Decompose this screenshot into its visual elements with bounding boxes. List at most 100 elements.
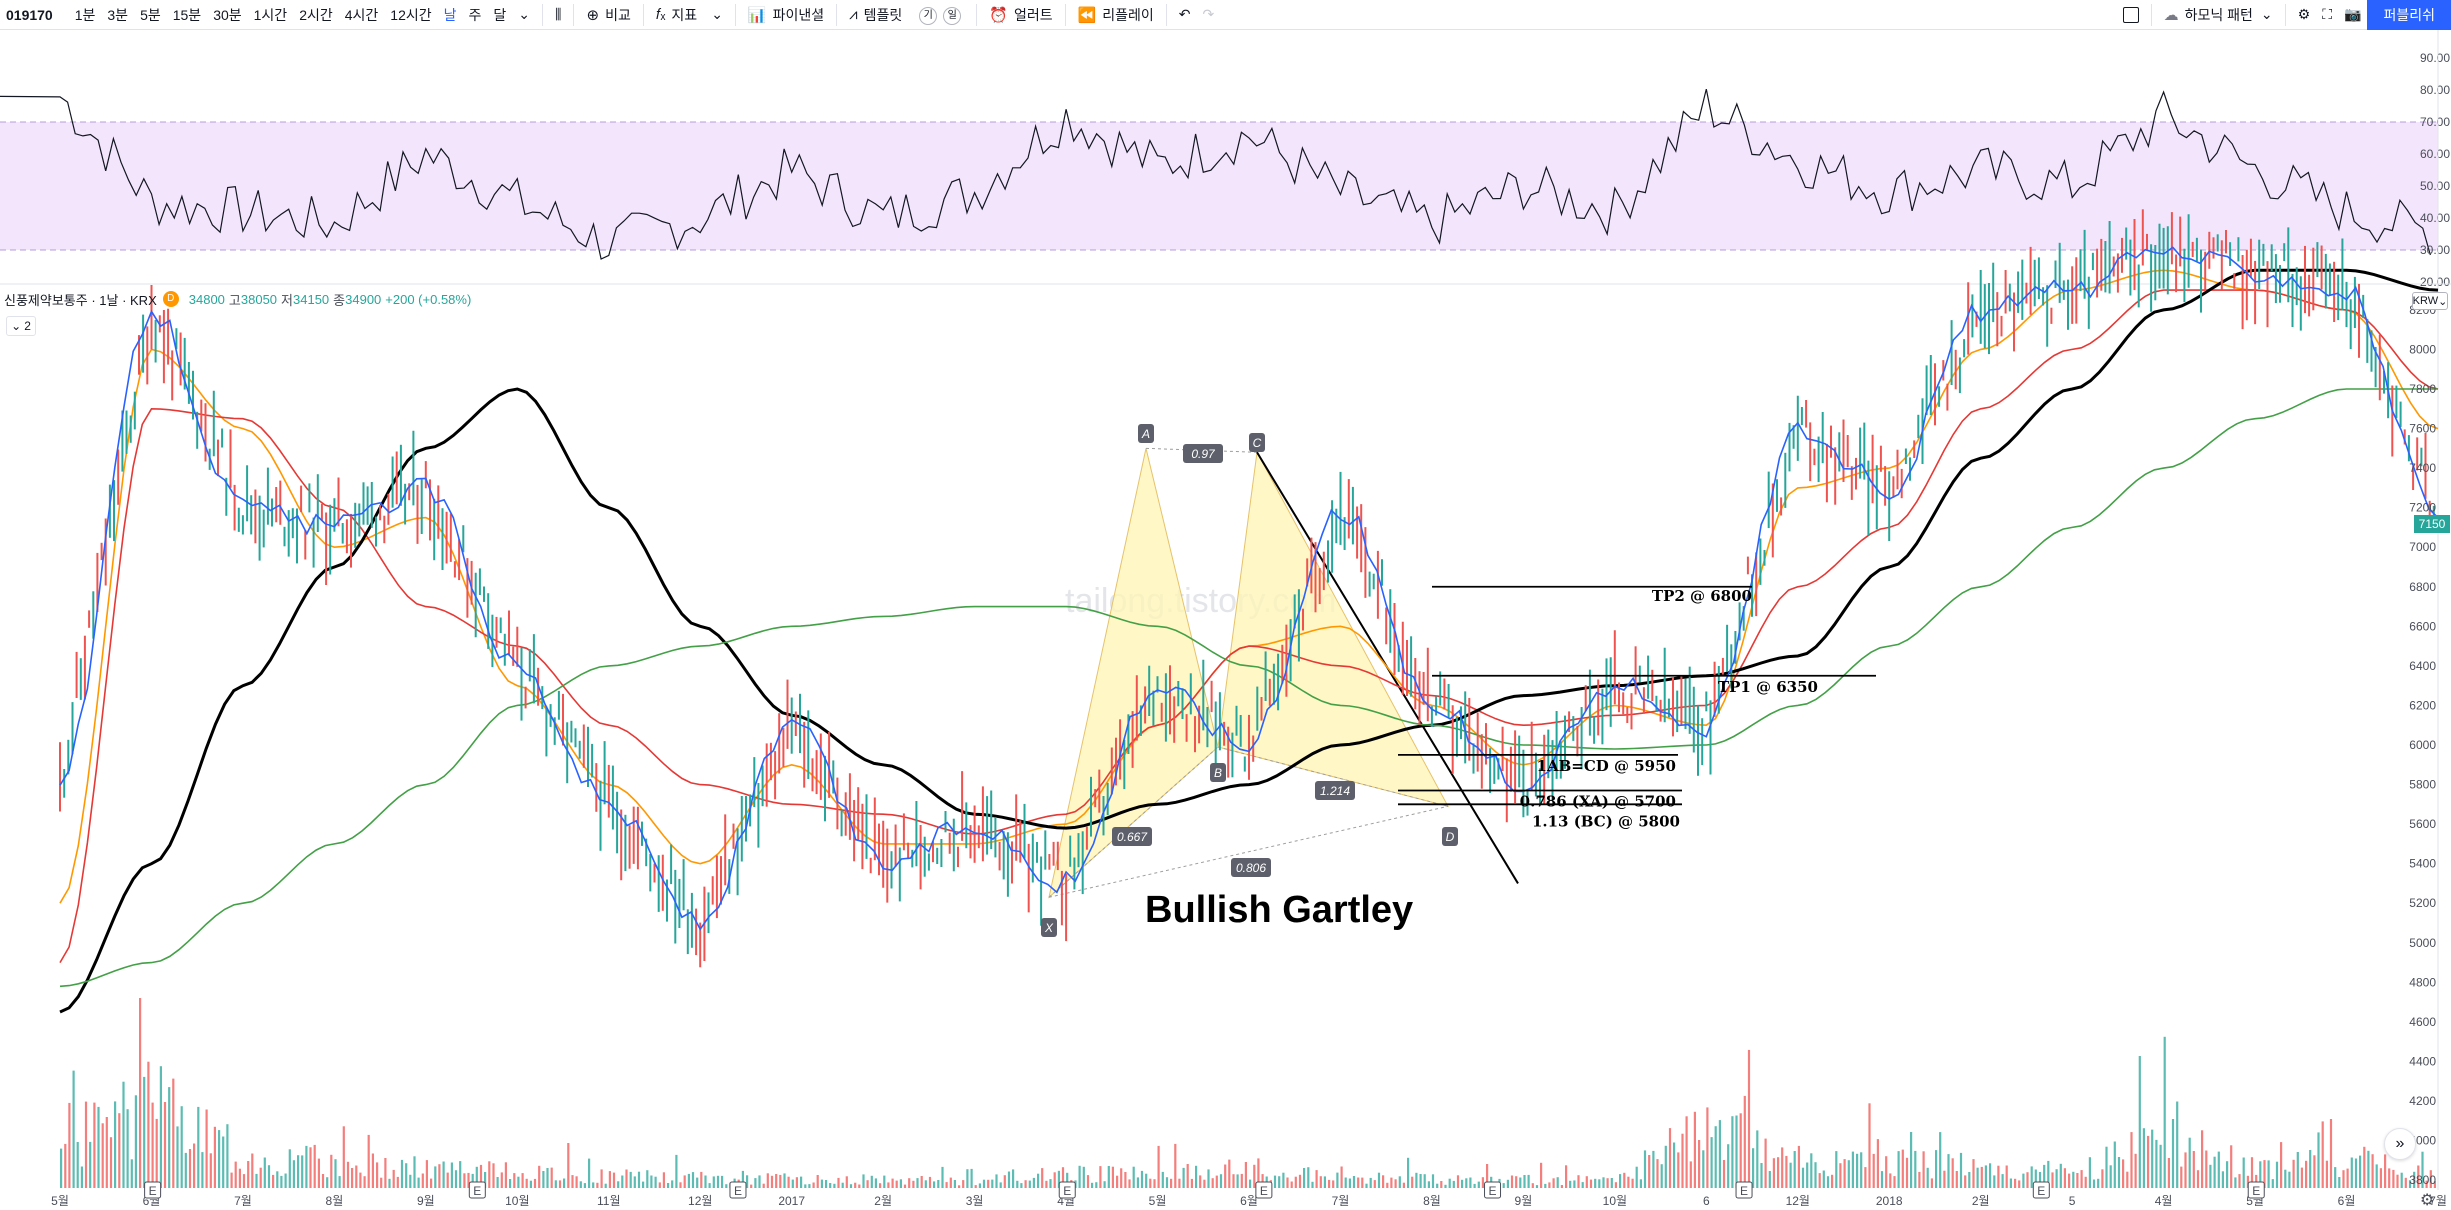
interval-4[interactable]: 30분 bbox=[213, 6, 242, 23]
interval-7[interactable]: 4시간 bbox=[344, 6, 379, 23]
volume-bar bbox=[2367, 1150, 2370, 1188]
earnings-marker[interactable] bbox=[2247, 1181, 2265, 1199]
volume-bar bbox=[1373, 1180, 1376, 1188]
earnings-marker[interactable] bbox=[1735, 1181, 1753, 1199]
volume-bar bbox=[147, 1061, 150, 1188]
currency-selector[interactable]: KRW ⌄ bbox=[2412, 292, 2448, 310]
price-series bbox=[59, 209, 2439, 968]
pattern-labels: X A B C D 0.97 0.667 1.214 0.806 bbox=[1041, 424, 1458, 937]
interval-3[interactable]: 15분 bbox=[172, 6, 202, 23]
interval-5[interactable]: 1시간 bbox=[253, 6, 288, 23]
volume-bar bbox=[1224, 1164, 1227, 1188]
volume-bar bbox=[193, 1143, 196, 1188]
earnings-marker[interactable] bbox=[729, 1181, 747, 1199]
undo-button[interactable]: ↶ bbox=[1173, 0, 1197, 30]
legend-collapse-button[interactable]: ⌄ 2 bbox=[6, 316, 36, 336]
time-tick-label: 2017 bbox=[778, 1194, 805, 1208]
volume-bar bbox=[2159, 1144, 2162, 1188]
settings-button[interactable]: ⚙ bbox=[2292, 0, 2317, 30]
volume-bar bbox=[1864, 1167, 1867, 1188]
symbol-search[interactable]: 019170 bbox=[6, 6, 53, 23]
volume-bar bbox=[945, 1182, 948, 1188]
volume-bar bbox=[1348, 1178, 1351, 1188]
volume-bar bbox=[592, 1182, 595, 1188]
interval-0[interactable]: 1분 bbox=[74, 6, 96, 23]
earnings-marker[interactable] bbox=[2032, 1181, 2050, 1199]
level-label: 1.13 (BC) @ 5800 bbox=[1532, 812, 1680, 830]
interval-11[interactable]: 달 bbox=[493, 6, 507, 23]
volume-bar bbox=[213, 1126, 216, 1188]
price-tick-label: 6000 bbox=[2409, 738, 2436, 752]
time-axis[interactable]: 5월 6월 7월 8월 9월 10월 11월 12월 2017 2월 3월 4월 5월 6월 7월 8월 9월 1… bbox=[51, 1194, 2447, 1208]
volume-bar bbox=[982, 1179, 986, 1188]
volume-bar bbox=[1643, 1150, 1647, 1188]
interval-8[interactable]: 12시간 bbox=[390, 6, 432, 23]
volume-bar bbox=[1943, 1170, 1946, 1188]
snapshot-button[interactable]: 📷 bbox=[2338, 0, 2367, 30]
redo-button[interactable]: ↷ bbox=[1197, 0, 1221, 30]
alert-button[interactable]: ⏰ 얼러트 bbox=[983, 0, 1058, 30]
scroll-to-realtime-button[interactable]: » bbox=[2384, 1128, 2416, 1160]
volume-bar bbox=[625, 1169, 628, 1188]
point-label: C bbox=[1253, 436, 1262, 450]
publish-button[interactable]: 퍼블리쉬 bbox=[2367, 0, 2451, 30]
volume-bar bbox=[101, 1123, 104, 1188]
price-axis[interactable]: 8200800078007600740072007000680066006400… bbox=[2409, 303, 2436, 1187]
earnings-marker[interactable] bbox=[1484, 1181, 1502, 1199]
volume-bar bbox=[263, 1157, 266, 1188]
earnings-marker[interactable] bbox=[1255, 1181, 1273, 1199]
volume-bar bbox=[583, 1183, 586, 1188]
target-levels[interactable]: TP2 @ 6800 TP1 @ 6350 1AB=CD @ 5950 0.786 (… bbox=[1398, 585, 1876, 831]
gear-icon[interactable]: ⚙ bbox=[2420, 1192, 2435, 1209]
volume-bar bbox=[1569, 1180, 1572, 1188]
volume-bar bbox=[1261, 1174, 1264, 1188]
harmonic-pattern-button[interactable]: ☁ 하모닉 패턴 ⌄ bbox=[2158, 0, 2279, 30]
volume-bar bbox=[912, 1180, 915, 1188]
earnings-marker[interactable] bbox=[1058, 1181, 1076, 1199]
interval-9[interactable]: 날 bbox=[443, 6, 457, 23]
volume-bar bbox=[1311, 1181, 1314, 1188]
financials-button[interactable]: 📊 파이낸셜 bbox=[742, 0, 830, 30]
earnings-marker-label: E bbox=[473, 1184, 481, 1198]
volume-bar bbox=[1656, 1159, 1659, 1188]
layout-button[interactable] bbox=[2117, 0, 2145, 30]
interval-10[interactable]: 주 bbox=[468, 6, 482, 23]
pattern-ratio-line bbox=[1048, 805, 1449, 898]
template-badge-0[interactable]: 기 bbox=[919, 6, 938, 25]
volume-bar bbox=[2375, 1164, 2378, 1188]
volume-bar bbox=[1835, 1151, 1838, 1188]
compare-button[interactable]: ⊕ 비교 bbox=[580, 0, 636, 30]
chart-type-button[interactable]: ⫼ bbox=[549, 0, 567, 30]
volume-bar bbox=[2288, 1171, 2291, 1188]
volume-bar bbox=[758, 1175, 761, 1188]
redo-icon: ↷ bbox=[1202, 6, 1215, 22]
volume-bar bbox=[2213, 1156, 2216, 1188]
interval-2[interactable]: 5분 bbox=[140, 6, 161, 23]
replay-button[interactable]: ⏪ 리플레이 bbox=[1072, 0, 1160, 30]
volume-bar bbox=[1099, 1166, 1102, 1188]
volume-bar bbox=[255, 1173, 258, 1188]
volume-bar bbox=[1664, 1145, 1667, 1188]
templates-button[interactable]: ⩘ 템플릿 기 일 bbox=[843, 0, 970, 30]
interval-dropdown[interactable]: ⌄ bbox=[518, 6, 531, 22]
time-tick-label: 7월 bbox=[1332, 1194, 1350, 1208]
fullscreen-button[interactable]: ⛶ bbox=[2316, 0, 2338, 30]
earnings-marker[interactable] bbox=[144, 1181, 162, 1199]
earnings-marker[interactable] bbox=[468, 1181, 486, 1199]
volume-bar bbox=[1914, 1150, 1917, 1188]
volume-bar bbox=[1315, 1170, 1318, 1188]
template-badge-1[interactable]: 일 bbox=[943, 6, 962, 25]
volume-bar bbox=[2180, 1166, 2183, 1188]
volume-bar bbox=[1132, 1166, 1135, 1188]
volume-bar bbox=[1565, 1165, 1568, 1188]
indicators-button[interactable]: 𝑓ₓ 지표 ⌄ bbox=[650, 0, 729, 30]
volume-bar bbox=[2080, 1170, 2083, 1188]
interval-1[interactable]: 3분 bbox=[107, 6, 129, 23]
legend-symbol[interactable]: 신풍제약보통주 · 1날 · KRX bbox=[4, 292, 157, 308]
volume-bar bbox=[550, 1167, 553, 1188]
volume-bar bbox=[571, 1175, 574, 1188]
interval-6[interactable]: 2시간 bbox=[299, 6, 333, 23]
volume-bar bbox=[1120, 1168, 1123, 1188]
ratio-box bbox=[1231, 858, 1271, 877]
